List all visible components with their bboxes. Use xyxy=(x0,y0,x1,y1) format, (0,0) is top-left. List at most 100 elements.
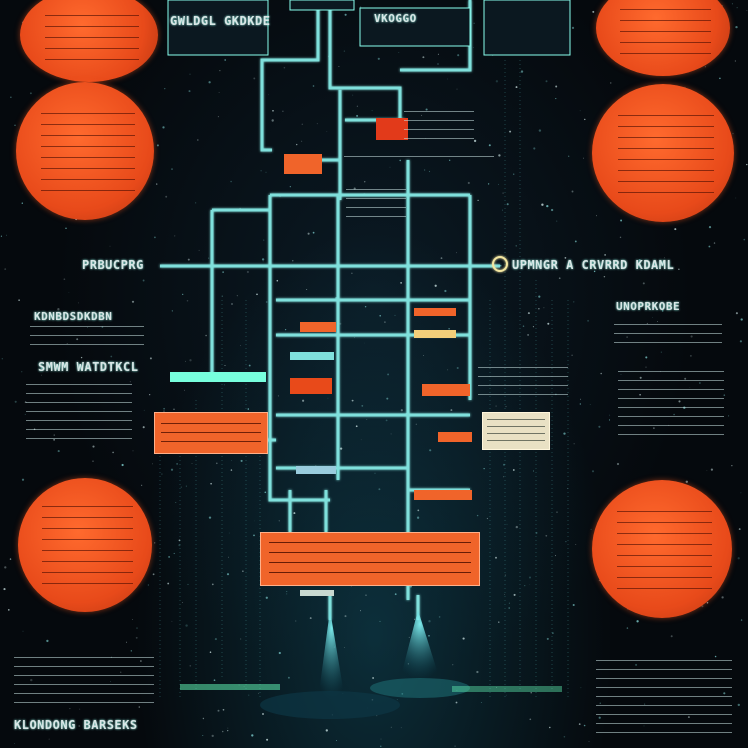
speckle-dot xyxy=(423,169,426,171)
speckle-dot xyxy=(408,636,410,638)
speckle-dot xyxy=(495,80,499,83)
orb-upper-right xyxy=(592,84,734,222)
speckle-dot xyxy=(228,556,229,558)
speckle-dot xyxy=(532,470,535,472)
speckle-dot xyxy=(721,596,724,599)
speckle-dot xyxy=(593,270,596,273)
speckle-dot xyxy=(713,242,716,244)
speckle-dot xyxy=(221,730,224,733)
speckle-dot xyxy=(154,542,156,544)
speckle-dot xyxy=(515,525,518,529)
speckle-dot xyxy=(545,80,548,83)
speckle-dot xyxy=(315,465,317,467)
speckle-dot xyxy=(272,109,274,112)
text-block-center-mid xyxy=(346,186,406,222)
speckle-dot xyxy=(211,583,214,586)
speckle-dot xyxy=(260,170,262,172)
speckle-dot xyxy=(706,470,708,471)
speckle-dot xyxy=(572,603,575,607)
speckle-dot xyxy=(221,295,224,298)
speckle-dot xyxy=(374,472,376,474)
speckle-dot xyxy=(185,360,186,362)
speckle-dot xyxy=(452,664,454,666)
speckle-dot xyxy=(167,582,170,585)
speckle-dot xyxy=(208,257,210,259)
speckle-dot xyxy=(487,183,490,185)
speckle-dot xyxy=(325,729,328,732)
speckle-dot xyxy=(338,66,340,68)
speckle-dot xyxy=(515,245,517,247)
speckle-dot xyxy=(312,231,315,234)
speckle-dot xyxy=(578,723,581,725)
speckle-dot xyxy=(176,463,178,465)
speckle-dot xyxy=(689,354,692,357)
text-block-left-1 xyxy=(30,326,144,350)
speckle-dot xyxy=(400,409,403,412)
speckle-dot xyxy=(571,26,575,30)
speckle-dot xyxy=(187,258,190,261)
speckle-dot xyxy=(278,651,281,655)
speckle-dot xyxy=(502,192,504,194)
speckle-dot xyxy=(109,245,111,247)
speckle-dot xyxy=(92,460,94,462)
speckle-dot xyxy=(63,278,66,281)
speckle-dot xyxy=(217,116,219,118)
speckle-dot xyxy=(29,92,32,95)
speckle-dot xyxy=(529,576,531,579)
speckle-dot xyxy=(247,408,250,410)
speckle-dot xyxy=(530,691,532,694)
speckle-dot xyxy=(213,679,216,682)
speckle-dot xyxy=(163,407,165,410)
speckle-dot xyxy=(131,300,135,303)
speckle-dot xyxy=(170,468,174,471)
speckle-dot xyxy=(85,365,88,368)
speckle-dot xyxy=(171,310,173,312)
speckle-dot xyxy=(396,699,398,700)
bus-node-dot xyxy=(492,256,508,272)
speckle-dot xyxy=(476,670,479,674)
speckle-dot xyxy=(79,708,81,710)
speckle-dot xyxy=(175,502,177,504)
speckle-dot xyxy=(506,203,509,206)
speckle-dot xyxy=(110,370,112,372)
speckle-dot xyxy=(7,609,10,611)
speckle-dot xyxy=(504,594,506,595)
speckle-dot xyxy=(503,463,505,466)
speckle-dot xyxy=(580,687,582,689)
speckle-dot xyxy=(360,610,361,612)
speckle-dot xyxy=(708,245,711,248)
speckle-dot xyxy=(18,299,20,301)
speckle-dot xyxy=(168,556,170,558)
speckle-dot xyxy=(608,419,611,421)
speckle-dot xyxy=(447,369,449,371)
speckle-dot xyxy=(57,308,60,311)
speckle-dot xyxy=(462,637,465,640)
speckle-dot xyxy=(182,293,184,296)
speckle-dot xyxy=(638,258,641,262)
speckle-dot xyxy=(543,307,545,309)
orb-upper-left xyxy=(16,82,154,220)
orange-box-left xyxy=(154,412,268,454)
speckle-dot xyxy=(9,558,12,560)
speckle-dot xyxy=(746,163,748,166)
speckle-dot xyxy=(498,183,499,185)
speckle-dot xyxy=(384,321,386,323)
speckle-dot xyxy=(456,366,459,370)
speckle-dot xyxy=(467,181,470,185)
speckle-dot xyxy=(188,90,191,93)
speckle-dot xyxy=(498,154,501,157)
speckle-dot xyxy=(522,325,525,327)
speckle-dot xyxy=(161,473,163,475)
speckle-dot xyxy=(590,528,592,530)
speckle-dot xyxy=(65,369,67,371)
speckle-dot xyxy=(316,123,318,125)
speckle-dot xyxy=(21,202,23,204)
speckle-dot xyxy=(309,617,312,620)
speckle-dot xyxy=(734,60,737,62)
speckle-dot xyxy=(588,741,590,742)
text-block-right-1 xyxy=(614,318,722,348)
speckle-dot xyxy=(256,293,258,296)
speckle-dot xyxy=(185,485,187,487)
pipe-network xyxy=(160,0,500,620)
